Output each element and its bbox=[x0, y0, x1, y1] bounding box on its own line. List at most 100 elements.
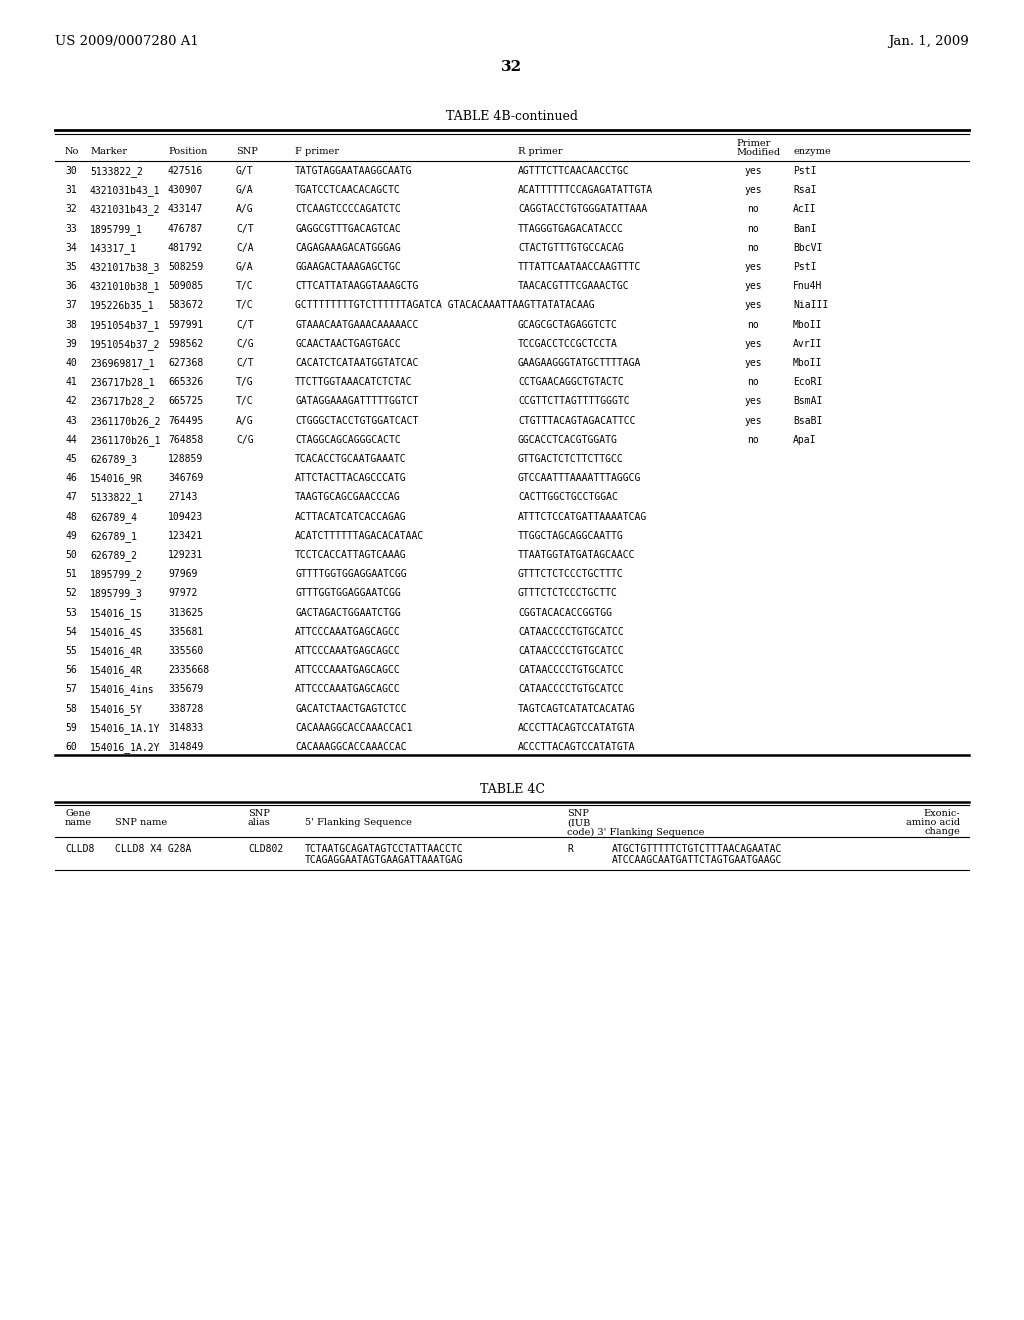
Text: ATGCTGTTTTTCTGTCTTTAACAGAATAC: ATGCTGTTTTTCTGTCTTTAACAGAATAC bbox=[612, 845, 782, 854]
Text: 154016_9R: 154016_9R bbox=[90, 473, 143, 484]
Text: 32: 32 bbox=[502, 59, 522, 74]
Text: 4321031b43_1: 4321031b43_1 bbox=[90, 185, 161, 197]
Text: yes: yes bbox=[744, 301, 762, 310]
Text: 509085: 509085 bbox=[168, 281, 203, 292]
Text: GGCACCTCACGTGGATG: GGCACCTCACGTGGATG bbox=[518, 434, 617, 445]
Text: ATTTCTCCATGATTAAAATCAG: ATTTCTCCATGATTAAAATCAG bbox=[518, 512, 647, 521]
Text: 50: 50 bbox=[65, 550, 77, 560]
Text: code) 3' Flanking Sequence: code) 3' Flanking Sequence bbox=[567, 828, 705, 837]
Text: 430907: 430907 bbox=[168, 185, 203, 195]
Text: EcoRI: EcoRI bbox=[793, 378, 822, 387]
Text: 55: 55 bbox=[65, 645, 77, 656]
Text: 123421: 123421 bbox=[168, 531, 203, 541]
Text: 195226b35_1: 195226b35_1 bbox=[90, 301, 155, 312]
Text: 154016_4R: 154016_4R bbox=[90, 665, 143, 676]
Text: SNP: SNP bbox=[567, 809, 589, 818]
Text: F primer: F primer bbox=[295, 147, 339, 156]
Text: Fnu4H: Fnu4H bbox=[793, 281, 822, 292]
Text: 314849: 314849 bbox=[168, 742, 203, 752]
Text: CACAAAGGCACCAAACCAC1: CACAAAGGCACCAAACCAC1 bbox=[295, 723, 413, 733]
Text: GTAAACAATGAAACAAAAACC: GTAAACAATGAAACAAAAACC bbox=[295, 319, 419, 330]
Text: Gene: Gene bbox=[65, 809, 90, 818]
Text: 59: 59 bbox=[65, 723, 77, 733]
Text: TTGGCTAGCAGGCAATTG: TTGGCTAGCAGGCAATTG bbox=[518, 531, 624, 541]
Text: Marker: Marker bbox=[90, 147, 127, 156]
Text: 58: 58 bbox=[65, 704, 77, 714]
Text: TATGTAGGAATAAGGCAATG: TATGTAGGAATAAGGCAATG bbox=[295, 166, 413, 176]
Text: 154016_1A.1Y: 154016_1A.1Y bbox=[90, 723, 161, 734]
Text: AGTTTCTTCAACAACCTGC: AGTTTCTTCAACAACCTGC bbox=[518, 166, 630, 176]
Text: ACATCTTTTTTAGACACATAAC: ACATCTTTTTTAGACACATAAC bbox=[295, 531, 424, 541]
Text: 49: 49 bbox=[65, 531, 77, 541]
Text: 39: 39 bbox=[65, 339, 77, 348]
Text: C/G: C/G bbox=[236, 339, 254, 348]
Text: 154016_4R: 154016_4R bbox=[90, 645, 143, 657]
Text: 598562: 598562 bbox=[168, 339, 203, 348]
Text: 764495: 764495 bbox=[168, 416, 203, 425]
Text: CTTCATTATAAGGTAAAGCTG: CTTCATTATAAGGTAAAGCTG bbox=[295, 281, 419, 292]
Text: name: name bbox=[65, 818, 92, 828]
Text: GACTAGACTGGAATCTGG: GACTAGACTGGAATCTGG bbox=[295, 607, 400, 618]
Text: 626789_1: 626789_1 bbox=[90, 531, 137, 541]
Text: 1951054b37_2: 1951054b37_2 bbox=[90, 339, 161, 350]
Text: TAGTCAGTCATATCACATAG: TAGTCAGTCATATCACATAG bbox=[518, 704, 636, 714]
Text: Position: Position bbox=[168, 147, 208, 156]
Text: yes: yes bbox=[744, 166, 762, 176]
Text: 626789_2: 626789_2 bbox=[90, 550, 137, 561]
Text: change: change bbox=[925, 828, 961, 837]
Text: 45: 45 bbox=[65, 454, 77, 465]
Text: MboII: MboII bbox=[793, 319, 822, 330]
Text: CATAACCCCTGTGCATCC: CATAACCCCTGTGCATCC bbox=[518, 627, 624, 636]
Text: CTCAAGTCCCCAGATCTC: CTCAAGTCCCCAGATCTC bbox=[295, 205, 400, 214]
Text: PstI: PstI bbox=[793, 166, 816, 176]
Text: Primer: Primer bbox=[736, 139, 770, 148]
Text: no: no bbox=[748, 319, 759, 330]
Text: 57: 57 bbox=[65, 684, 77, 694]
Text: 53: 53 bbox=[65, 607, 77, 618]
Text: 41: 41 bbox=[65, 378, 77, 387]
Text: NiaIII: NiaIII bbox=[793, 301, 828, 310]
Text: CTGGGCTACCTGTGGATCACT: CTGGGCTACCTGTGGATCACT bbox=[295, 416, 419, 425]
Text: 665326: 665326 bbox=[168, 378, 203, 387]
Text: T/C: T/C bbox=[236, 396, 254, 407]
Text: 433147: 433147 bbox=[168, 205, 203, 214]
Text: 597991: 597991 bbox=[168, 319, 203, 330]
Text: 2335668: 2335668 bbox=[168, 665, 209, 676]
Text: TGATCCTCAACACAGCTC: TGATCCTCAACACAGCTC bbox=[295, 185, 400, 195]
Text: 36: 36 bbox=[65, 281, 77, 292]
Text: CAGGTACCTGTGGGATATTAAA: CAGGTACCTGTGGGATATTAAA bbox=[518, 205, 647, 214]
Text: GTCCAATTTAAAATTTAGGCG: GTCCAATTTAAAATTTAGGCG bbox=[518, 473, 641, 483]
Text: 34: 34 bbox=[65, 243, 77, 253]
Text: 154016_4S: 154016_4S bbox=[90, 627, 143, 638]
Text: GCAACTAACTGAGTGACC: GCAACTAACTGAGTGACC bbox=[295, 339, 400, 348]
Text: no: no bbox=[748, 243, 759, 253]
Text: 626789_4: 626789_4 bbox=[90, 512, 137, 523]
Text: ACCCTTACAGTCCATATGTA: ACCCTTACAGTCCATATGTA bbox=[518, 723, 636, 733]
Text: C/G: C/G bbox=[236, 434, 254, 445]
Text: C/A: C/A bbox=[236, 243, 254, 253]
Text: 109423: 109423 bbox=[168, 512, 203, 521]
Text: CCTGAACAGGCTGTACTC: CCTGAACAGGCTGTACTC bbox=[518, 378, 624, 387]
Text: 30: 30 bbox=[65, 166, 77, 176]
Text: 31: 31 bbox=[65, 185, 77, 195]
Text: TCCGACCTCCGCTCCTA: TCCGACCTCCGCTCCTA bbox=[518, 339, 617, 348]
Text: ATCCAAGCAATGATTCTAGTGAATGAAGC: ATCCAAGCAATGATTCTAGTGAATGAAGC bbox=[612, 855, 782, 866]
Text: no: no bbox=[748, 205, 759, 214]
Text: 627368: 627368 bbox=[168, 358, 203, 368]
Text: 56: 56 bbox=[65, 665, 77, 676]
Text: 5' Flanking Sequence: 5' Flanking Sequence bbox=[305, 818, 412, 828]
Text: 1895799_2: 1895799_2 bbox=[90, 569, 143, 579]
Text: GATAGGAAAGATTTTTGGTCT: GATAGGAAAGATTTTTGGTCT bbox=[295, 396, 419, 407]
Text: CACATCTCATAATGGTATCAC: CACATCTCATAATGGTATCAC bbox=[295, 358, 419, 368]
Text: TCTAATGCAGATAGTCCTATTAACCTC: TCTAATGCAGATAGTCCTATTAACCTC bbox=[305, 845, 464, 854]
Text: T/C: T/C bbox=[236, 281, 254, 292]
Text: amino acid: amino acid bbox=[906, 818, 961, 828]
Text: 35: 35 bbox=[65, 261, 77, 272]
Text: 481792: 481792 bbox=[168, 243, 203, 253]
Text: ACTTACATCATCACCAGAG: ACTTACATCATCACCAGAG bbox=[295, 512, 407, 521]
Text: 346769: 346769 bbox=[168, 473, 203, 483]
Text: yes: yes bbox=[744, 416, 762, 425]
Text: 1895799_3: 1895799_3 bbox=[90, 589, 143, 599]
Text: CACTTGGCTGCCTGGAC: CACTTGGCTGCCTGGAC bbox=[518, 492, 617, 503]
Text: yes: yes bbox=[744, 358, 762, 368]
